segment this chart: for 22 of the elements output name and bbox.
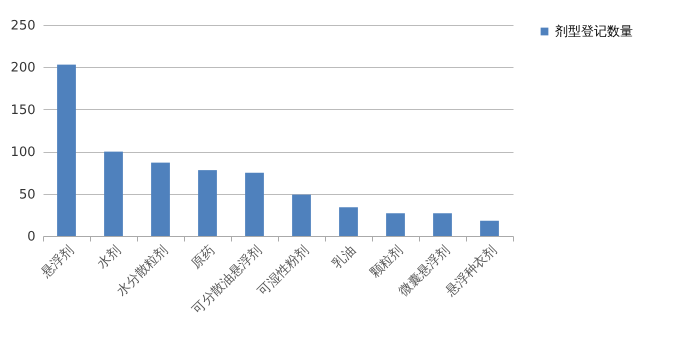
bar xyxy=(386,213,405,236)
y-tick-label: 0 xyxy=(27,230,36,244)
bar xyxy=(57,64,76,236)
y-tick-label: 50 xyxy=(18,187,36,202)
bar xyxy=(292,194,311,236)
bar xyxy=(198,170,217,236)
bar xyxy=(480,220,499,236)
bar xyxy=(151,162,170,236)
x-tick-label: 乳油 xyxy=(330,242,359,272)
x-tick-label: 原药 xyxy=(188,242,218,272)
x-tick-label: 悬浮剂 xyxy=(37,242,77,282)
legend-label: 剂型登记数量 xyxy=(555,24,633,40)
y-tick-label: 150 xyxy=(10,102,36,118)
y-tick-label: 250 xyxy=(10,18,36,34)
bar xyxy=(104,152,123,236)
y-tick-label: 200 xyxy=(10,60,36,76)
bar xyxy=(433,213,452,236)
bar xyxy=(339,207,358,236)
x-tick-label: 颗粒剂 xyxy=(367,242,406,281)
x-tick-label: 水剂 xyxy=(94,242,124,272)
y-tick-label: 100 xyxy=(10,145,36,160)
bar xyxy=(245,172,264,236)
